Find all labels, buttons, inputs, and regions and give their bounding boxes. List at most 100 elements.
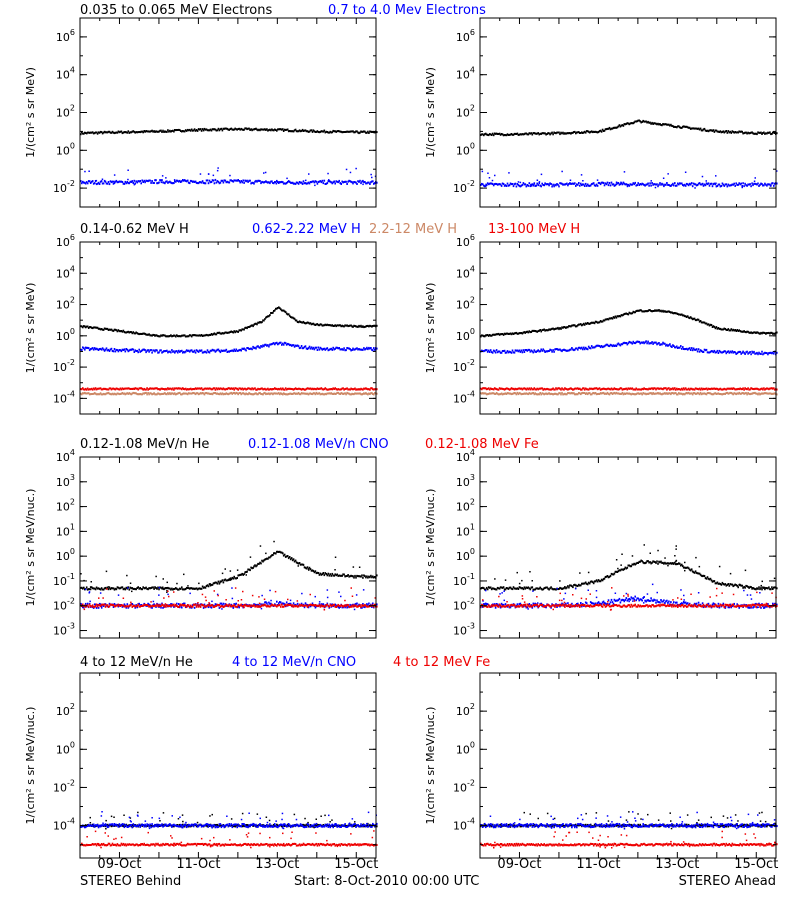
data-point <box>85 346 88 349</box>
data-point <box>133 392 136 395</box>
data-point <box>263 392 265 395</box>
data-point <box>125 605 128 608</box>
data-point <box>191 587 194 590</box>
data-point <box>704 129 707 132</box>
data-point <box>275 387 277 390</box>
data-point <box>241 387 243 390</box>
data-point <box>676 345 678 348</box>
data-point <box>513 183 516 186</box>
data-point <box>157 335 159 338</box>
data-point <box>727 183 730 186</box>
data-point <box>625 312 628 315</box>
data-point <box>96 182 99 185</box>
data-point <box>269 314 271 317</box>
data-point <box>96 132 99 135</box>
data-point <box>250 182 252 185</box>
data-point <box>320 573 323 576</box>
data-point <box>631 387 634 390</box>
data-point <box>279 393 281 396</box>
data-point <box>80 180 82 183</box>
data-point <box>752 388 754 390</box>
data-point <box>344 324 346 327</box>
data-point <box>152 181 154 184</box>
data-point <box>127 182 130 185</box>
data-point <box>753 180 756 182</box>
data-point <box>638 388 640 391</box>
data-point <box>246 347 248 349</box>
data-point <box>769 131 771 134</box>
data-point <box>725 130 728 132</box>
data-point <box>369 347 371 350</box>
data-point <box>128 131 131 134</box>
data-point <box>266 344 268 347</box>
data-point <box>329 603 332 606</box>
data-point <box>283 182 286 185</box>
data-point <box>247 326 249 328</box>
data-point <box>681 392 683 395</box>
data-point <box>209 181 212 184</box>
data-point <box>368 346 370 349</box>
data-point <box>361 574 363 577</box>
data-point <box>165 605 167 608</box>
data-point <box>482 183 484 186</box>
data-point <box>117 130 120 133</box>
data-point <box>176 129 178 131</box>
data-point <box>257 179 259 182</box>
data-point <box>326 388 329 391</box>
data-point <box>766 332 768 334</box>
data-point <box>244 393 246 396</box>
data-point <box>250 566 252 569</box>
data-point <box>97 587 100 590</box>
data-point <box>367 324 369 327</box>
data-point <box>243 181 245 184</box>
data-point <box>216 392 219 395</box>
data-point <box>362 604 364 607</box>
data-point <box>100 603 103 606</box>
data-point <box>238 329 240 332</box>
data-point <box>263 181 265 184</box>
data-point <box>483 387 485 390</box>
data-point <box>247 180 249 183</box>
data-point <box>334 605 336 608</box>
data-point <box>600 181 603 184</box>
data-point <box>292 317 295 320</box>
data-point <box>256 323 258 326</box>
data-point <box>549 328 551 331</box>
data-point <box>224 578 227 581</box>
data-point <box>109 180 112 183</box>
data-point <box>303 606 306 609</box>
data-point <box>494 351 497 354</box>
data-point <box>302 320 305 323</box>
data-point <box>297 130 300 133</box>
data-point <box>651 310 653 313</box>
data-point <box>520 387 523 390</box>
data-point <box>140 333 142 335</box>
data-point <box>158 388 160 390</box>
data-point <box>546 393 548 396</box>
data-point <box>656 183 658 186</box>
data-point <box>602 391 605 394</box>
data-point <box>135 392 137 395</box>
data-point <box>556 388 558 391</box>
data-point <box>740 392 742 395</box>
data-point <box>255 347 257 350</box>
data-point <box>754 352 756 355</box>
data-point <box>737 330 739 332</box>
data-point <box>621 388 624 391</box>
data-point <box>538 329 540 332</box>
data-point <box>106 349 109 352</box>
data-point <box>762 388 764 391</box>
data-point <box>615 391 618 394</box>
data-point <box>696 350 699 353</box>
data-point <box>762 392 764 395</box>
data-point <box>327 392 330 395</box>
data-point <box>183 573 185 576</box>
data-point <box>569 325 571 328</box>
data-point <box>157 392 159 395</box>
data-point <box>252 393 254 396</box>
data-point <box>161 387 163 390</box>
data-point <box>603 392 606 395</box>
data-point <box>177 387 179 390</box>
data-point <box>202 604 205 607</box>
data-point <box>567 392 569 394</box>
